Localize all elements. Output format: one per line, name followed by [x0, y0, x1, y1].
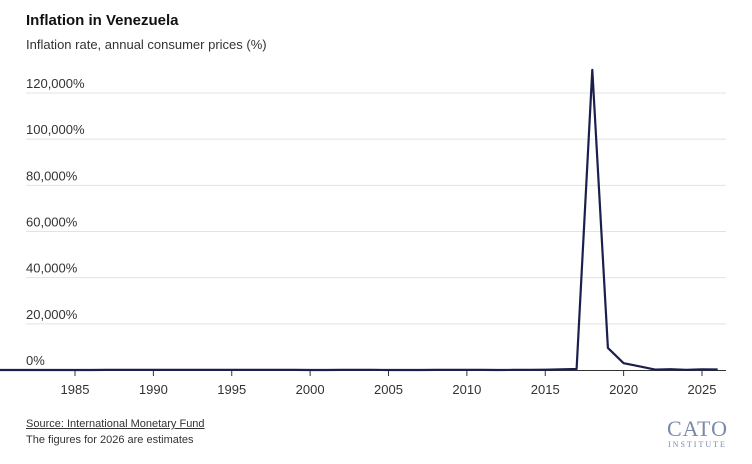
- x-tick-label: 2005: [374, 382, 403, 397]
- x-tick-label: 2000: [296, 382, 325, 397]
- y-tick-label: 120,000%: [26, 76, 85, 91]
- y-tick-label: 40,000%: [26, 261, 78, 276]
- x-tick-label: 2020: [609, 382, 638, 397]
- y-tick-label: 60,000%: [26, 215, 78, 230]
- logo-word: CATO: [666, 416, 728, 441]
- x-tick-label: 1985: [61, 382, 90, 397]
- series-line: [0, 68, 718, 372]
- chart-subtitle: Inflation rate, annual consumer prices (…: [26, 37, 267, 52]
- y-tick-label: 80,000%: [26, 168, 78, 183]
- estimate-note: The figures for 2026 are estimates: [26, 434, 194, 446]
- x-tick-label: 1990: [139, 382, 168, 397]
- cato-logo: CATO INSTITUTE: [666, 416, 728, 450]
- source-link[interactable]: Source: International Monetary Fund: [26, 418, 205, 430]
- x-tick-label: 2025: [688, 382, 717, 397]
- chart-title: Inflation in Venezuela: [26, 12, 179, 29]
- y-tick-label: 20,000%: [26, 307, 78, 322]
- y-tick-label: 100,000%: [26, 122, 85, 137]
- y-tick-label: 0%: [26, 353, 45, 368]
- x-tick-label: 2015: [531, 382, 560, 397]
- x-tick-label: 2010: [452, 382, 481, 397]
- x-tick-label: 1995: [217, 382, 246, 397]
- logo-subtitle: INSTITUTE: [668, 440, 727, 449]
